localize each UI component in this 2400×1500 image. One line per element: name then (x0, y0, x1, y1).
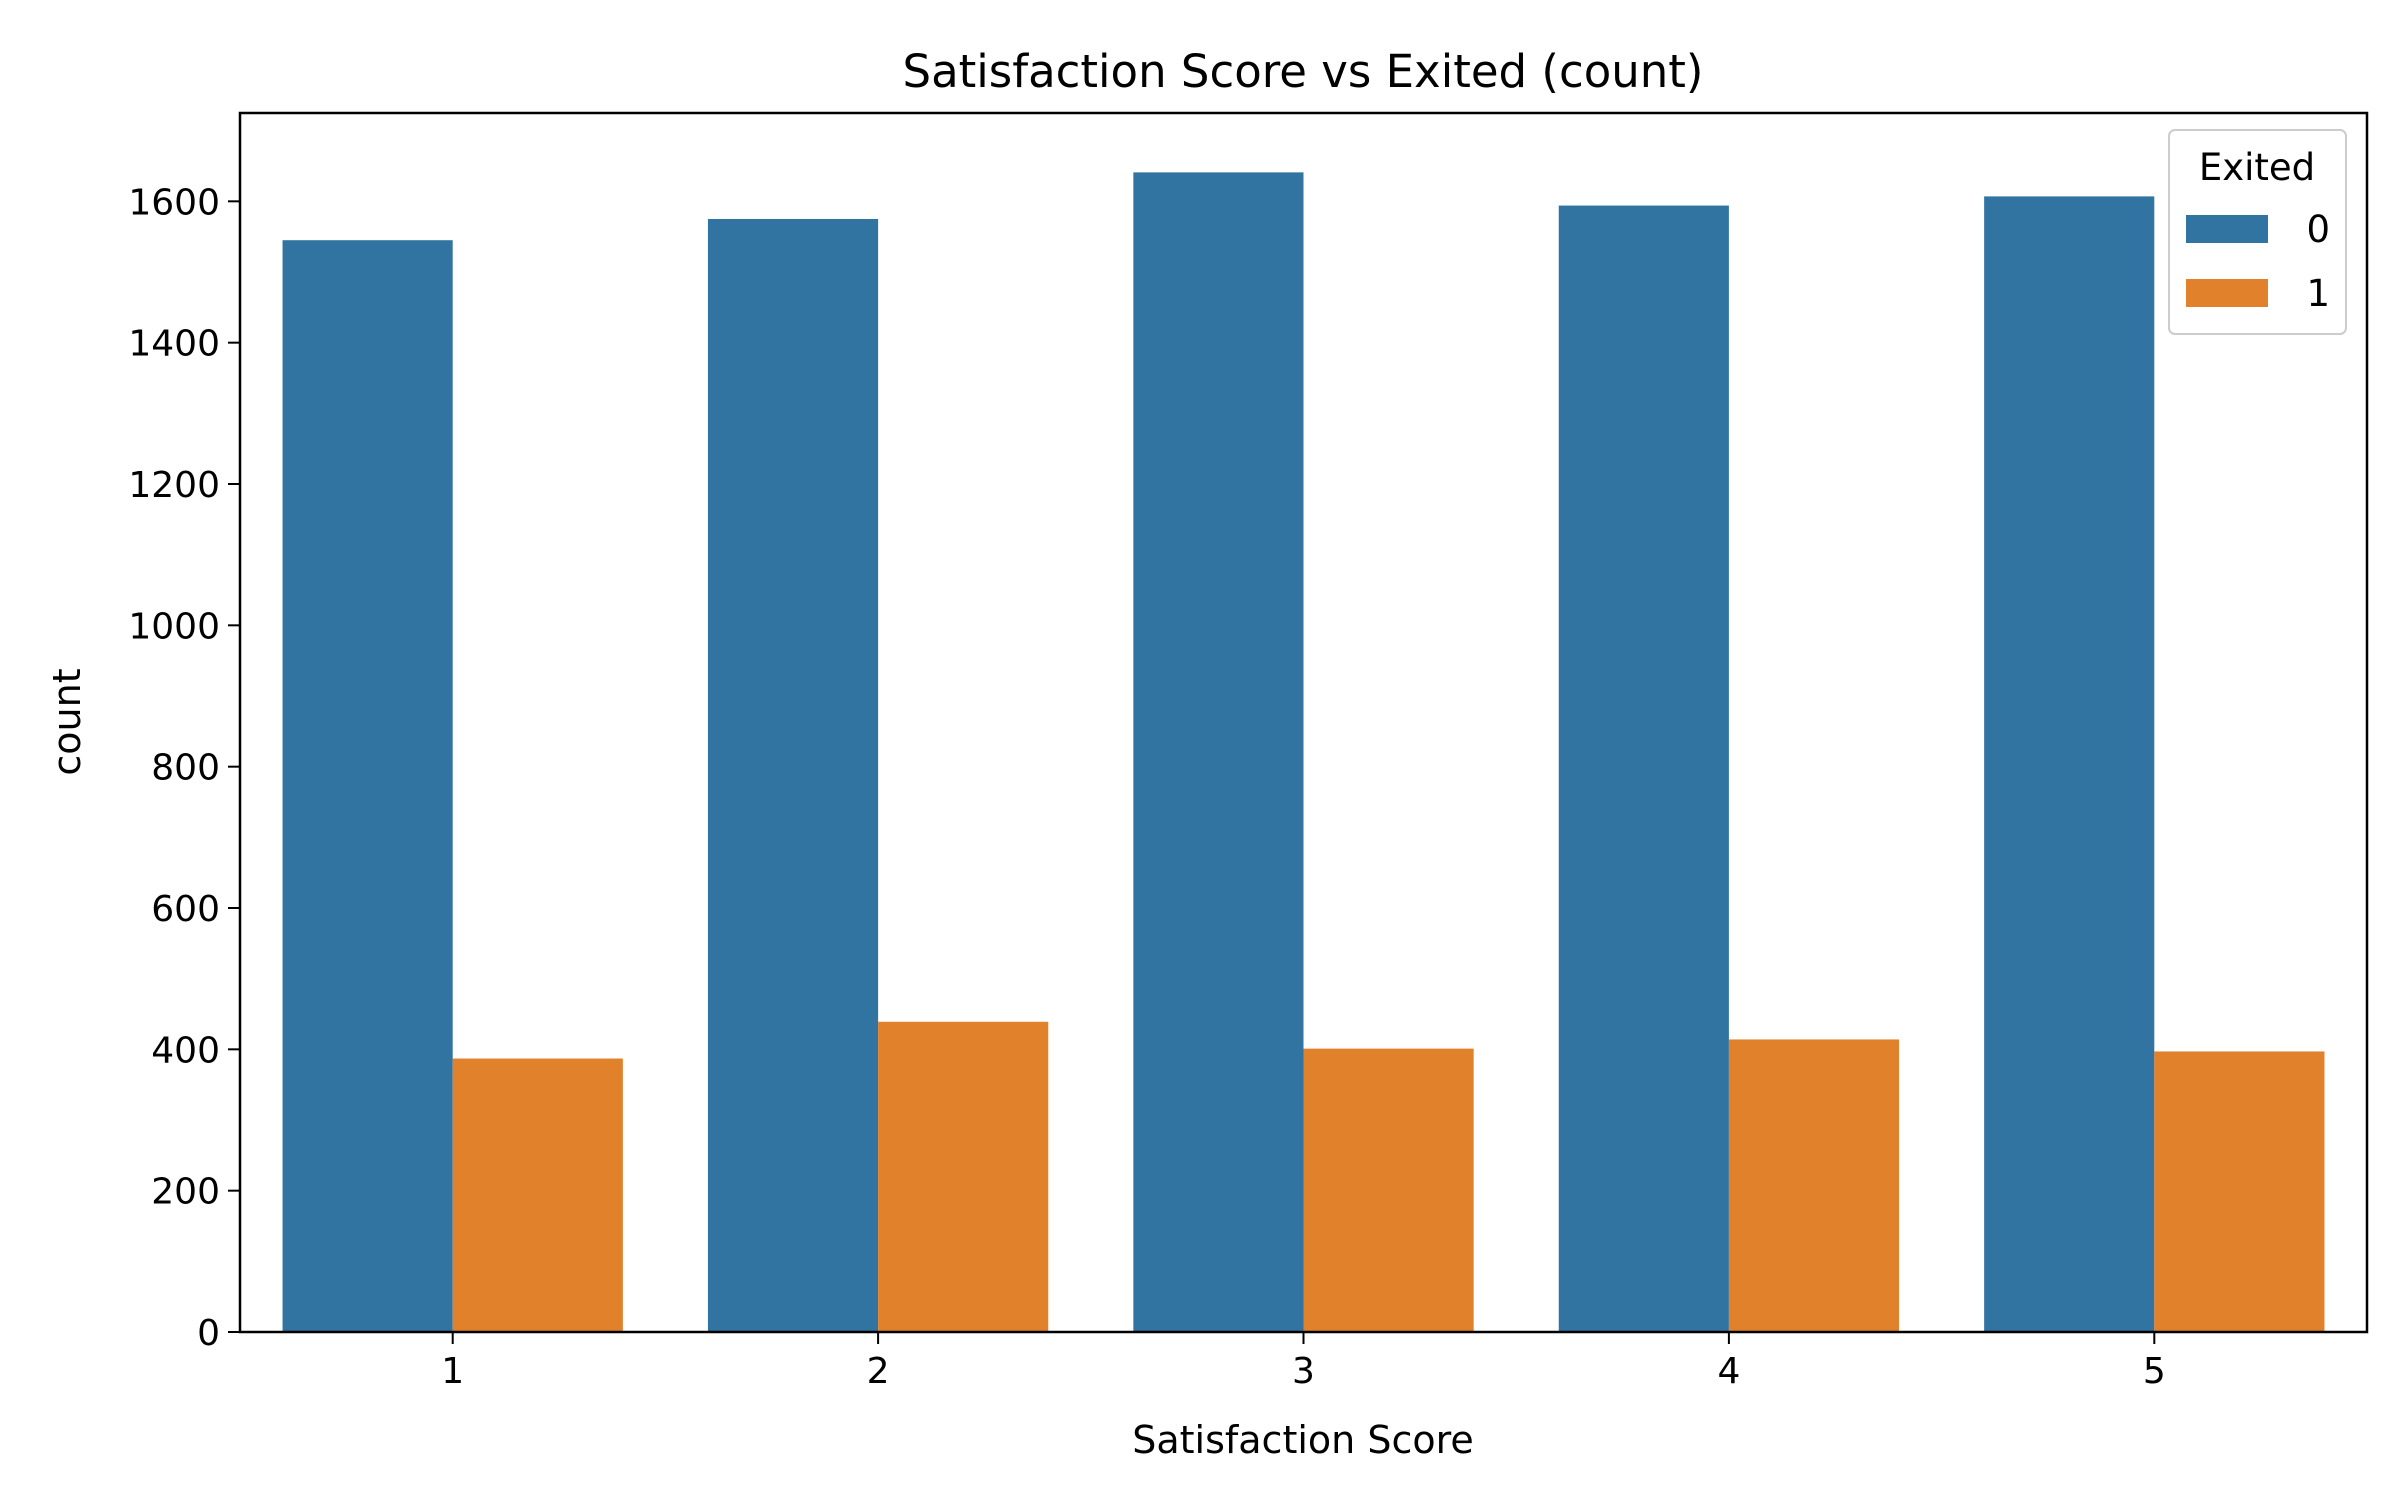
bar-score-5-exited-1 (2154, 1051, 2325, 1332)
bar-score-3-exited-1 (1303, 1048, 1474, 1332)
x-axis: 1 2 3 4 5 (441, 1332, 2166, 1392)
y-tick-label: 1600 (128, 182, 220, 223)
plot-frame (238, 111, 2369, 1334)
y-axis-label: count (45, 668, 89, 775)
bar-score-5-exited-0 (1984, 196, 2155, 1332)
bar-score-1-exited-0 (282, 240, 453, 1333)
y-tick-label: 800 (151, 748, 220, 789)
legend-swatch-1 (2186, 279, 2268, 307)
legend-title: Exited (2199, 146, 2315, 189)
y-tick-label: 400 (151, 1030, 220, 1071)
bar-score-3-exited-0 (1133, 172, 1304, 1333)
bar-score-2-exited-0 (707, 219, 879, 1332)
x-tick-label: 5 (2143, 1351, 2166, 1392)
y-tick-label: 200 (151, 1172, 220, 1213)
y-tick-label: 1000 (128, 606, 220, 647)
x-axis-label: Satisfaction Score (1132, 1418, 1474, 1462)
y-tick-label: 1200 (128, 465, 220, 506)
bar-score-4-exited-1 (1728, 1039, 1900, 1332)
x-tick-label: 1 (441, 1351, 464, 1392)
x-tick-label: 4 (1717, 1351, 1740, 1392)
y-axis: 0 200 400 600 800 1000 1200 1400 1600 (128, 182, 240, 1354)
chart-title: Satisfaction Score vs Exited (count) (903, 45, 1704, 98)
y-tick-label: 1400 (128, 324, 220, 365)
legend-swatch-0 (2186, 215, 2268, 243)
y-tick-label: 600 (151, 889, 220, 930)
legend-label-1: 1 (2306, 272, 2330, 315)
legend-label-0: 0 (2306, 208, 2330, 251)
x-tick-label: 3 (1292, 1351, 1315, 1392)
bars-group (282, 172, 2325, 1333)
x-tick-label: 2 (867, 1351, 890, 1392)
legend: Exited 0 1 (2168, 129, 2347, 335)
bar-score-2-exited-1 (878, 1021, 1049, 1332)
bar-score-1-exited-1 (452, 1058, 623, 1332)
bar-score-4-exited-0 (1558, 205, 1729, 1332)
y-tick-label: 0 (197, 1313, 220, 1354)
